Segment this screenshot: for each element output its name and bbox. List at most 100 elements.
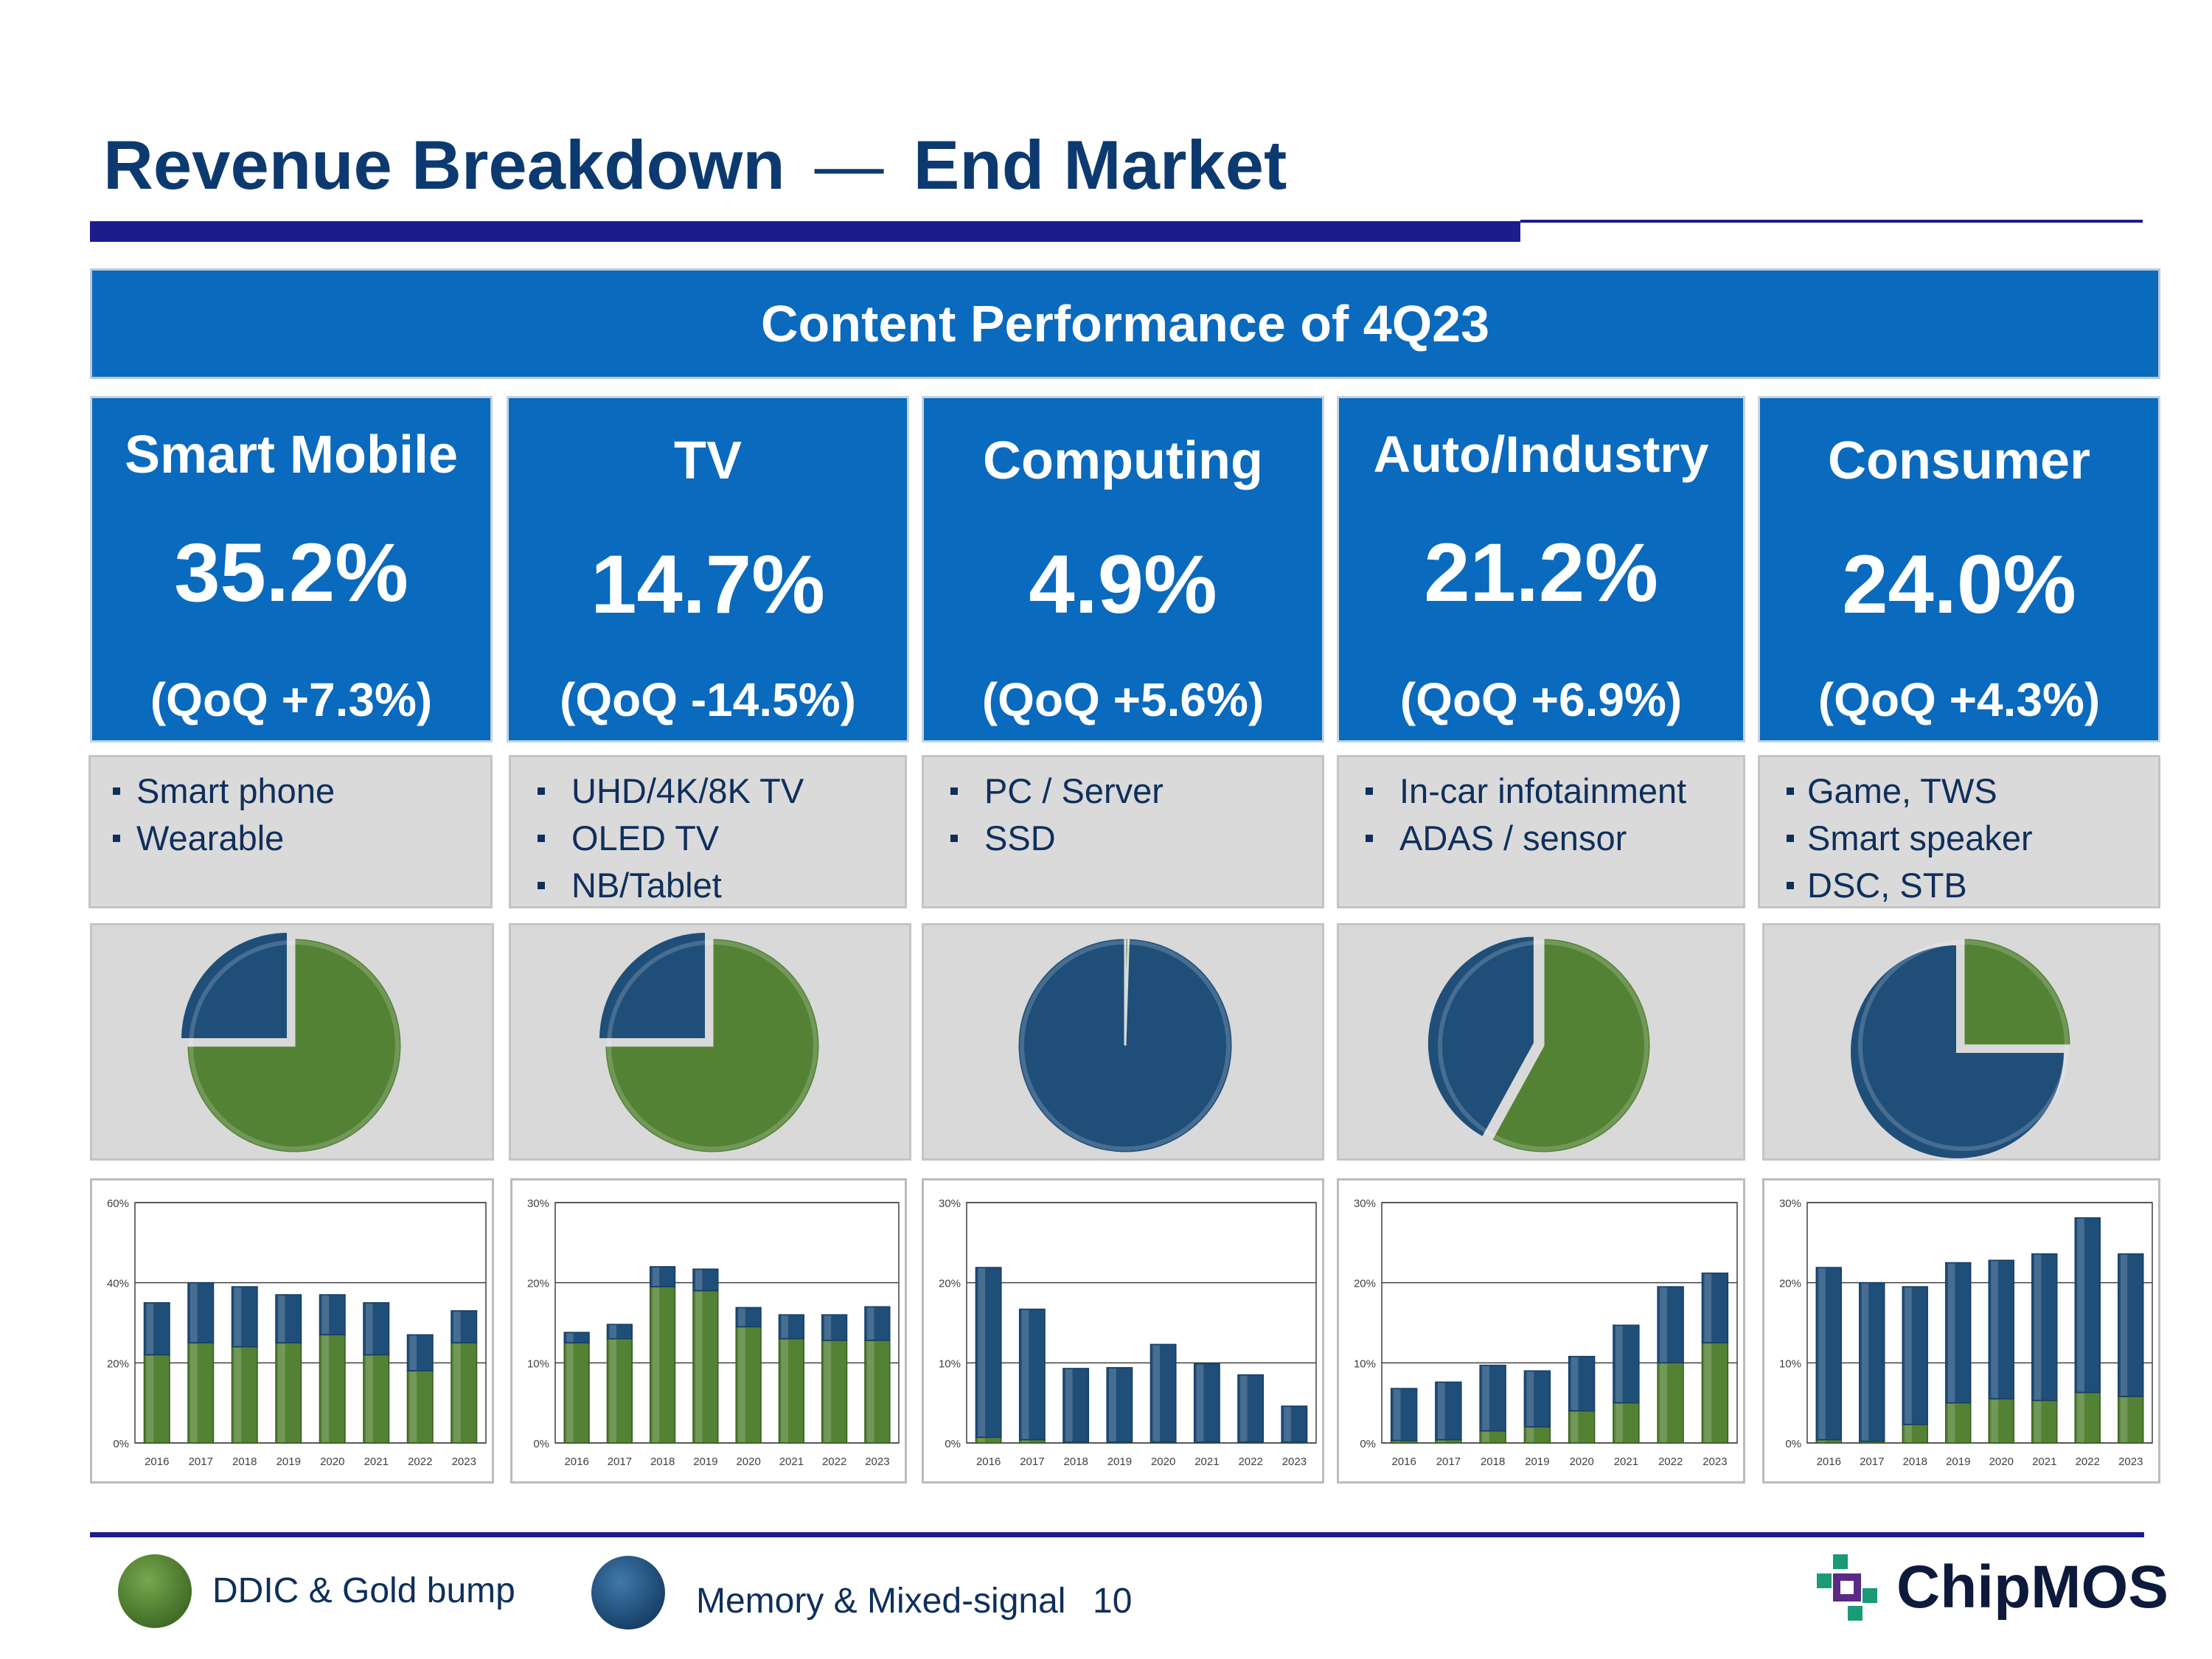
x-tick-label: 2022 — [2076, 1455, 2100, 1468]
segment-card-auto-industry: Auto/Industry 21.2% (QoQ +6.9%) — [1337, 396, 1745, 742]
bar-highlight — [1818, 1268, 1826, 1439]
pie-chart-tv — [597, 931, 821, 1155]
bar-memory-2023 — [2118, 1253, 2144, 1397]
bullet-icon — [1787, 787, 1794, 795]
chipmos-logo-text: ChipMOS — [1896, 1554, 2168, 1621]
bar-memory-2022 — [406, 1334, 434, 1371]
y-tick-label: 10% — [1779, 1357, 1801, 1370]
bar-highlight — [409, 1371, 417, 1442]
bar-highlight — [453, 1343, 461, 1442]
x-tick-label: 2023 — [1703, 1455, 1727, 1468]
bar-highlight — [1571, 1411, 1579, 1442]
x-tick-label: 2019 — [1946, 1455, 1970, 1468]
bar-highlight — [695, 1270, 703, 1290]
bar-highlight — [1905, 1287, 1912, 1425]
segment-qoq: (QoQ +7.3%) — [150, 673, 433, 726]
bar-highlight — [1818, 1440, 1826, 1442]
x-tick-label: 2017 — [1436, 1455, 1461, 1468]
plot-frame — [134, 1202, 487, 1444]
x-tick-label: 2021 — [1614, 1455, 1638, 1468]
bar-highlight — [365, 1303, 373, 1354]
bullet-icon — [1787, 881, 1794, 889]
x-tick-label: 2020 — [1989, 1455, 2014, 1468]
bar-memory-2022 — [2074, 1217, 2101, 1394]
pie-gloss — [1020, 940, 1231, 1151]
bar-memory-2018 — [1479, 1364, 1506, 1432]
plot-frame — [1381, 1202, 1738, 1444]
pie-slice-ddic — [603, 936, 821, 1155]
bar-memory-2021 — [2031, 1253, 2058, 1402]
y-tick-label: 10% — [939, 1357, 961, 1370]
bar-box-computing: 0% 10% 20% 30% 2016 2017 2018 2019 2020 2021 2022 2… — [922, 1178, 1324, 1484]
bar-memory-2020 — [1150, 1343, 1177, 1443]
bar-highlight — [2120, 1397, 2128, 1442]
bar-chart-consumer: 0% 10% 20% 30% 2016 2017 2018 2019 2020 2021 2022 2… — [1779, 1197, 2153, 1468]
bar-ddic-2019 — [1945, 1402, 1972, 1444]
apps-auto-industry: In-car infotainment ADAS / sensor — [1337, 755, 1745, 908]
bar-memory-2023 — [1281, 1405, 1308, 1443]
segment-card-consumer: Consumer 24.0% (QoQ +4.3%) — [1758, 396, 2160, 742]
bar-memory-2018 — [1902, 1286, 1928, 1425]
bar-highlight — [1991, 1261, 1998, 1399]
x-tick-label: 2019 — [1107, 1455, 1132, 1468]
legend-ddic-label: DDIC & Gold bump — [212, 1571, 515, 1610]
x-tick-label: 2016 — [1391, 1455, 1416, 1468]
bar-ddic-2023 — [451, 1342, 478, 1444]
list-item: Smart speaker — [1787, 815, 2158, 862]
segment-card-computing: Computing 4.9% (QoQ +5.6%) — [922, 396, 1324, 742]
y-tick-label: 30% — [939, 1197, 961, 1210]
bar-memory-2019 — [275, 1294, 302, 1343]
y-tick-label: 0% — [533, 1438, 549, 1450]
segment-name: Computing — [983, 431, 1263, 490]
bullet-icon — [538, 787, 545, 795]
bar-box-tv: 0% 10% 20% 30% 2016 2017 2018 2019 2020 2021 2022 2… — [510, 1178, 907, 1484]
x-tick-label: 2020 — [736, 1455, 760, 1468]
bar-memory-2016 — [1390, 1388, 1418, 1441]
segment-qoq: (QoQ +6.9%) — [1399, 673, 1683, 726]
x-tick-label: 2018 — [1481, 1455, 1505, 1468]
segment-share: 21.2% — [1424, 526, 1658, 619]
bar-highlight — [566, 1333, 574, 1343]
bar-highlight — [1065, 1368, 1073, 1441]
x-tick-label: 2021 — [364, 1455, 389, 1468]
bar-ddic-2022 — [406, 1370, 434, 1444]
title-left: Revenue Breakdown — [103, 126, 785, 204]
bar-highlight — [146, 1355, 154, 1442]
y-tick-label: 60% — [107, 1197, 129, 1210]
bar-highlight — [1660, 1363, 1667, 1442]
apps-smart-mobile: Smart phone Wearable — [88, 755, 493, 908]
bar-memory-2017 — [187, 1281, 215, 1343]
list-item: DSC, STB — [1787, 862, 2158, 909]
page-title: Revenue Breakdown — End Market — [103, 125, 1287, 205]
x-tick-label: 2018 — [1903, 1455, 1927, 1468]
segment-name: Consumer — [1827, 431, 2091, 490]
bar-ddic-2021 — [2031, 1399, 2058, 1444]
y-tick-label: 0% — [1360, 1438, 1376, 1450]
bar-highlight — [321, 1335, 330, 1442]
segment-name: Smart Mobile — [124, 425, 459, 484]
bar-highlight — [1991, 1399, 1998, 1442]
bullet-icon — [950, 787, 958, 795]
bar-memory-2016 — [1815, 1267, 1842, 1441]
bar-memory-2019 — [692, 1268, 719, 1292]
list-item: Smart phone — [113, 768, 490, 815]
x-tick-label: 2016 — [976, 1455, 1001, 1468]
list-item: SSD — [950, 815, 1322, 862]
x-tick-label: 2022 — [1238, 1455, 1262, 1468]
bar-box-smart-mobile: 0% 20% 40% 60% 2016 2017 2018 2019 2020 2021 2022 2… — [90, 1178, 494, 1484]
bar-highlight — [738, 1327, 745, 1442]
x-tick-label: 2020 — [1569, 1455, 1593, 1468]
list-item: PC / Server — [950, 768, 1322, 815]
segment-card-smart-mobile: Smart Mobile 35.2% (QoQ +7.3%) — [90, 396, 493, 742]
pie-slice-ddic — [185, 936, 403, 1155]
y-tick-label: 30% — [1354, 1197, 1376, 1210]
bar-ddic-2023 — [2118, 1396, 2144, 1444]
bar-highlight — [1196, 1364, 1204, 1441]
segment-share: 14.7% — [591, 538, 825, 630]
pie-slice-memory — [597, 931, 708, 1041]
x-tick-label: 2017 — [1860, 1455, 1884, 1468]
bar-highlight — [1109, 1368, 1116, 1441]
plot-frame — [1806, 1202, 2153, 1444]
bar-ddic-2022 — [821, 1340, 848, 1444]
bar-ddic-2023 — [864, 1340, 891, 1444]
